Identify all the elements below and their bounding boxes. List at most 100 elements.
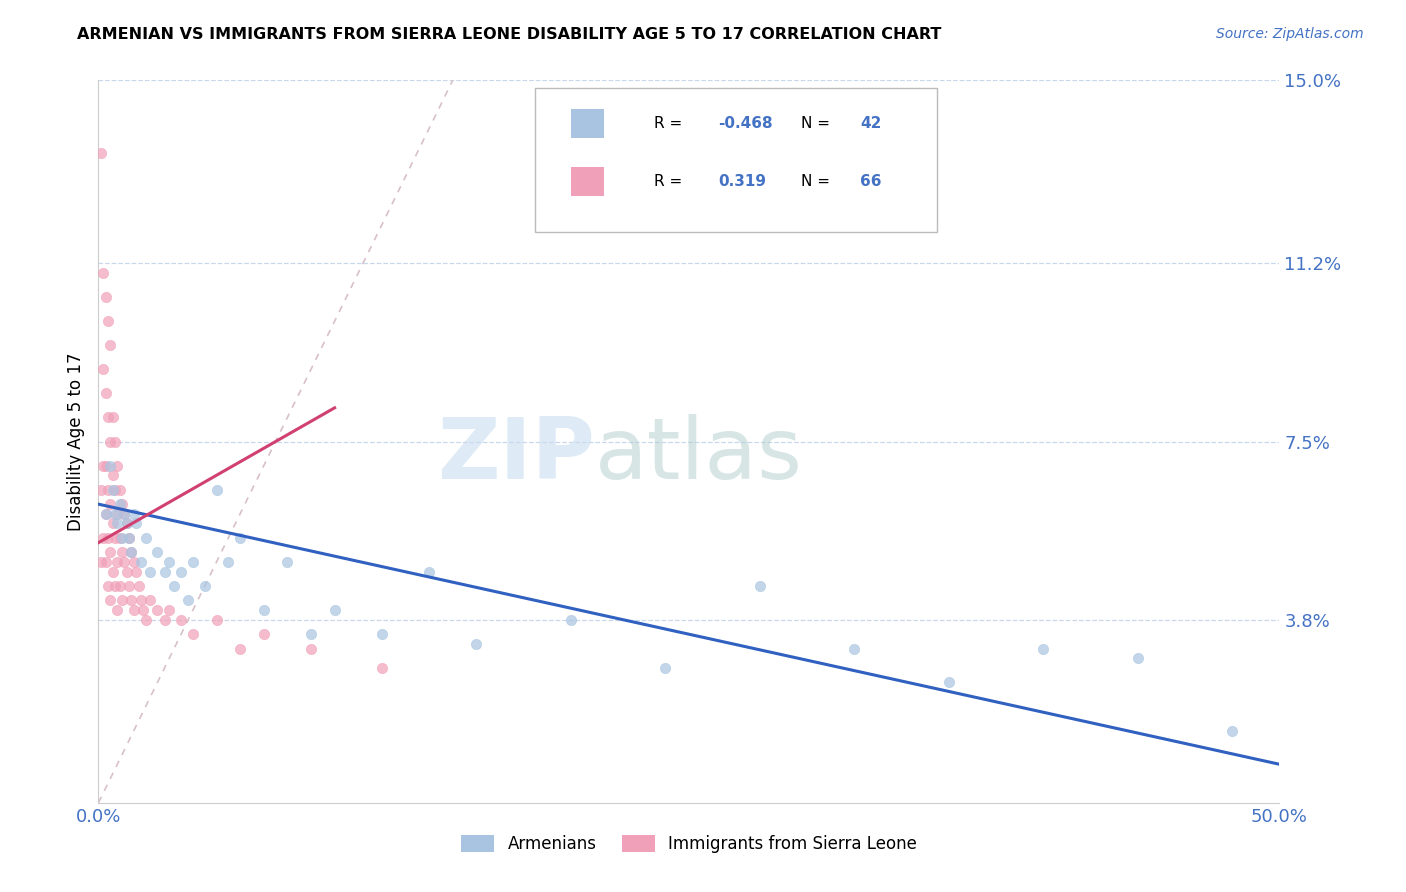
Point — [122, 555, 145, 569]
Point — [163, 579, 186, 593]
Point — [94, 507, 117, 521]
Point — [115, 565, 138, 579]
Text: 66: 66 — [860, 174, 882, 189]
Point — [194, 579, 217, 593]
Point — [90, 483, 112, 497]
Point — [105, 555, 128, 569]
Point — [91, 266, 114, 280]
Point — [115, 516, 138, 531]
Point — [108, 483, 131, 497]
Point — [1032, 641, 1054, 656]
Point — [323, 603, 346, 617]
Point — [108, 531, 131, 545]
Point — [108, 579, 131, 593]
Point — [132, 603, 155, 617]
Point — [299, 641, 322, 656]
Point — [153, 613, 176, 627]
Point — [299, 627, 322, 641]
Point — [276, 555, 298, 569]
Point — [98, 434, 121, 449]
Point — [465, 637, 488, 651]
Point — [181, 627, 204, 641]
Point — [101, 410, 124, 425]
Point — [170, 565, 193, 579]
Point — [129, 555, 152, 569]
Point — [90, 145, 112, 160]
Text: N =: N = — [801, 174, 835, 189]
Point — [1126, 651, 1149, 665]
Point — [146, 603, 169, 617]
Point — [229, 531, 252, 545]
Text: N =: N = — [801, 116, 835, 131]
Point — [122, 603, 145, 617]
Point — [121, 593, 143, 607]
Point — [91, 458, 114, 473]
Point — [111, 545, 134, 559]
Point — [104, 531, 127, 545]
Point — [118, 531, 141, 545]
Point — [97, 314, 120, 328]
Point — [181, 555, 204, 569]
Text: -0.468: -0.468 — [718, 116, 773, 131]
Point — [105, 516, 128, 531]
Point — [118, 531, 141, 545]
Point — [844, 641, 866, 656]
Point — [104, 579, 127, 593]
Point — [105, 507, 128, 521]
Point — [139, 593, 162, 607]
Point — [101, 565, 124, 579]
Y-axis label: Disability Age 5 to 17: Disability Age 5 to 17 — [66, 352, 84, 531]
Text: ARMENIAN VS IMMIGRANTS FROM SIERRA LEONE DISABILITY AGE 5 TO 17 CORRELATION CHAR: ARMENIAN VS IMMIGRANTS FROM SIERRA LEONE… — [77, 27, 942, 42]
Point — [418, 565, 440, 579]
Point — [121, 545, 143, 559]
Point — [98, 593, 121, 607]
Point — [125, 516, 148, 531]
Point — [91, 531, 114, 545]
Point — [118, 579, 141, 593]
Bar — [571, 167, 605, 196]
Point — [105, 458, 128, 473]
Point — [111, 497, 134, 511]
Point — [135, 613, 157, 627]
Text: 42: 42 — [860, 116, 882, 131]
Point — [177, 593, 200, 607]
Point — [91, 362, 114, 376]
Point — [121, 545, 143, 559]
Point — [205, 613, 228, 627]
Legend: Armenians, Immigrants from Sierra Leone: Armenians, Immigrants from Sierra Leone — [454, 828, 924, 860]
Point — [560, 613, 582, 627]
Point — [104, 507, 127, 521]
Point — [98, 338, 121, 352]
Point — [104, 483, 127, 497]
Point — [205, 483, 228, 497]
Point — [98, 458, 121, 473]
Point — [253, 603, 276, 617]
Point — [108, 497, 131, 511]
FancyBboxPatch shape — [536, 87, 936, 232]
Point — [217, 555, 239, 569]
Point — [98, 497, 121, 511]
Point — [229, 641, 252, 656]
Point — [111, 593, 134, 607]
Point — [146, 545, 169, 559]
Point — [938, 675, 960, 690]
Point — [139, 565, 162, 579]
Point — [157, 555, 180, 569]
Point — [371, 627, 394, 641]
Point — [101, 516, 124, 531]
Point — [90, 555, 112, 569]
Text: R =: R = — [654, 116, 686, 131]
Point — [97, 531, 120, 545]
Point — [129, 593, 152, 607]
Point — [112, 507, 135, 521]
Text: R =: R = — [654, 174, 686, 189]
Point — [253, 627, 276, 641]
Point — [97, 410, 120, 425]
Point — [371, 661, 394, 675]
Point — [105, 603, 128, 617]
Text: Source: ZipAtlas.com: Source: ZipAtlas.com — [1216, 27, 1364, 41]
Point — [125, 565, 148, 579]
Point — [1220, 723, 1243, 738]
Point — [98, 545, 121, 559]
Point — [101, 468, 124, 483]
